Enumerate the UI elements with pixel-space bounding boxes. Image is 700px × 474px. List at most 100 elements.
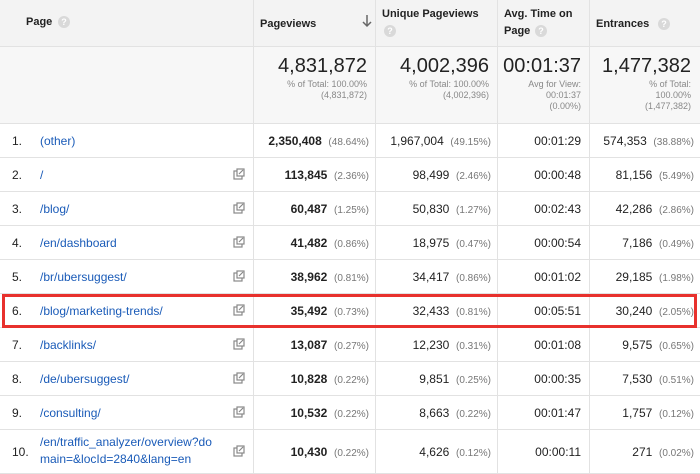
entrances-pct: (0.02%): [658, 448, 694, 459]
pageviews-pct: (0.73%): [333, 307, 369, 318]
total-avg-time: 00:01:37: [503, 55, 581, 77]
header-avg-time-label-2: Page: [504, 25, 531, 37]
unique-value: 34,417: [412, 270, 450, 284]
page-link[interactable]: /br/ubersuggest/: [40, 270, 127, 284]
header-pageviews-label: Pageviews: [260, 18, 317, 30]
header-avg-time-label-1: Avg. Time on: [504, 8, 573, 20]
unique-value: 18,975: [412, 236, 450, 250]
page-link[interactable]: /de/ubersuggest/: [40, 372, 130, 386]
unique-pct: (0.47%): [455, 239, 491, 250]
avg-time-value: 00:05:51: [534, 304, 581, 318]
pageviews-value: 10,532: [290, 406, 328, 420]
entrances-cell: 29,185 (1.98%): [590, 270, 694, 286]
header-unique-label: Unique Pageviews: [382, 8, 479, 20]
unique-pct: (0.86%): [455, 273, 491, 284]
avg-time-value: 00:01:08: [534, 338, 581, 352]
pageviews-cell: 35,492 (0.73%): [254, 304, 369, 320]
entrances-cell: 42,286 (2.86%): [590, 202, 694, 218]
pageviews-pct: (0.81%): [333, 273, 369, 284]
help-icon[interactable]: ?: [384, 25, 396, 37]
open-in-new-window-icon[interactable]: [233, 372, 245, 384]
avg-time-value: 00:00:48: [534, 168, 581, 182]
table-row: 4. /en/dashboard 41,482 (0.86%) 18,975 (0.4…: [0, 226, 700, 260]
row-highlight-box: [2, 294, 697, 328]
table-row: 8. /de/ubersuggest/10,828 (0.22%) 9,851 (0…: [0, 362, 700, 396]
help-icon[interactable]: ?: [58, 16, 70, 28]
unique-pageviews-cell: 50,830 (1.27%): [376, 202, 491, 218]
header-page[interactable]: Page ?: [0, 0, 253, 46]
total-avg-value: 00:01:37: [545, 90, 581, 100]
entrances-cell: 1,757 (0.12%): [590, 406, 694, 422]
page-link[interactable]: /backlinks/: [40, 338, 97, 352]
entrances-pct: (1.98%): [658, 273, 694, 284]
unique-pct: (0.12%): [455, 448, 491, 459]
entrances-cell: 574,353 (38.88%): [590, 134, 694, 150]
page-link[interactable]: /blog/: [40, 202, 70, 216]
pageviews-value: 10,430: [290, 445, 328, 459]
table-row: 5. /br/ubersuggest/38,962 (0.81%) 34,417 (…: [0, 260, 700, 294]
header-avg-time[interactable]: Avg. Time on Page ?: [498, 0, 589, 46]
unique-value: 9,851: [419, 372, 450, 386]
total-pageviews: 4,831,872: [278, 55, 367, 77]
page-link-line-2[interactable]: main=&locId=2840&lang=en: [40, 452, 192, 466]
table-row: 7. /backlinks/13,087 (0.27%) 12,230 (0.31%…: [0, 328, 700, 362]
table-row: 2. / 113,845 (2.36%) 98,499 (2.46%) 00:00:48…: [0, 158, 700, 192]
pageviews-value: 41,482: [290, 236, 328, 250]
page-link[interactable]: /en/dashboard: [40, 236, 117, 250]
row-index: 9.: [12, 406, 23, 420]
entrances-pct: (0.49%): [658, 239, 694, 250]
unique-value: 32,433: [412, 304, 450, 318]
avg-time-value: 00:00:11: [535, 445, 581, 459]
row-index: 5.: [12, 270, 23, 284]
page-link[interactable]: (other): [40, 134, 76, 148]
open-in-new-window-icon[interactable]: [233, 304, 245, 316]
header-entrances-label: Entrances: [596, 18, 650, 30]
table-row: 10. /en/traffic_analyzer/overview?do main=…: [0, 430, 700, 474]
open-in-new-window-icon[interactable]: [233, 338, 245, 350]
open-in-new-window-icon[interactable]: [233, 445, 245, 457]
pageviews-cell: 41,482 (0.86%): [254, 236, 369, 252]
unique-pageviews-cell: 98,499 (2.46%): [376, 168, 491, 184]
pageviews-pct: (0.86%): [333, 239, 369, 250]
page-link[interactable]: /blog/marketing-trends/: [40, 304, 163, 318]
page-link[interactable]: /: [40, 168, 44, 182]
entrances-value: 1,757: [622, 406, 653, 420]
unique-value: 12,230: [412, 338, 450, 352]
open-in-new-window-icon[interactable]: [233, 270, 245, 282]
open-in-new-window-icon[interactable]: [233, 202, 245, 214]
pageviews-cell: 60,487 (1.25%): [254, 202, 369, 218]
total-entrances-label: % of Total:: [649, 79, 691, 89]
total-pageviews-pct: % of Total: 100.00%: [287, 79, 367, 89]
page-link[interactable]: /consulting/: [40, 406, 101, 420]
help-icon[interactable]: ?: [658, 18, 670, 30]
entrances-value: 42,286: [615, 202, 653, 216]
open-in-new-window-icon[interactable]: [233, 168, 245, 180]
entrances-cell: 7,186 (0.49%): [590, 236, 694, 252]
total-avg-label: Avg for View:: [528, 79, 581, 89]
sort-desc-arrow-icon[interactable]: [361, 14, 373, 28]
avg-time-value: 00:01:47: [534, 406, 581, 420]
pageviews-value: 35,492: [290, 304, 328, 318]
row-index: 10.: [12, 445, 29, 459]
page-link-line-1[interactable]: /en/traffic_analyzer/overview?do: [40, 435, 212, 449]
unique-pageviews-cell: 4,626 (0.12%): [376, 445, 491, 461]
entrances-cell: 30,240 (2.05%): [590, 304, 694, 320]
pageviews-cell: 113,845 (2.36%): [254, 168, 369, 184]
open-in-new-window-icon[interactable]: [233, 236, 245, 248]
pageviews-pct: (2.36%): [333, 171, 369, 182]
entrances-pct: (0.12%): [658, 409, 694, 420]
header-page-label: Page: [26, 16, 53, 28]
open-in-new-window-icon[interactable]: [233, 406, 245, 418]
unique-pct: (0.25%): [455, 375, 491, 386]
entrances-value: 574,353: [603, 134, 647, 148]
header-unique-pageviews[interactable]: Unique Pageviews ?: [376, 0, 497, 46]
help-icon[interactable]: ?: [535, 25, 547, 37]
entrances-value: 271: [632, 445, 653, 459]
header-pageviews[interactable]: Pageviews: [254, 0, 375, 46]
pageviews-pct: (0.22%): [333, 375, 369, 386]
header-entrances[interactable]: Entrances ?: [590, 0, 700, 46]
pageviews-cell: 10,430 (0.22%): [254, 445, 369, 461]
avg-time-value: 00:01:29: [534, 134, 581, 148]
entrances-cell: 9,575 (0.65%): [590, 338, 694, 354]
pageviews-value: 60,487: [290, 202, 328, 216]
